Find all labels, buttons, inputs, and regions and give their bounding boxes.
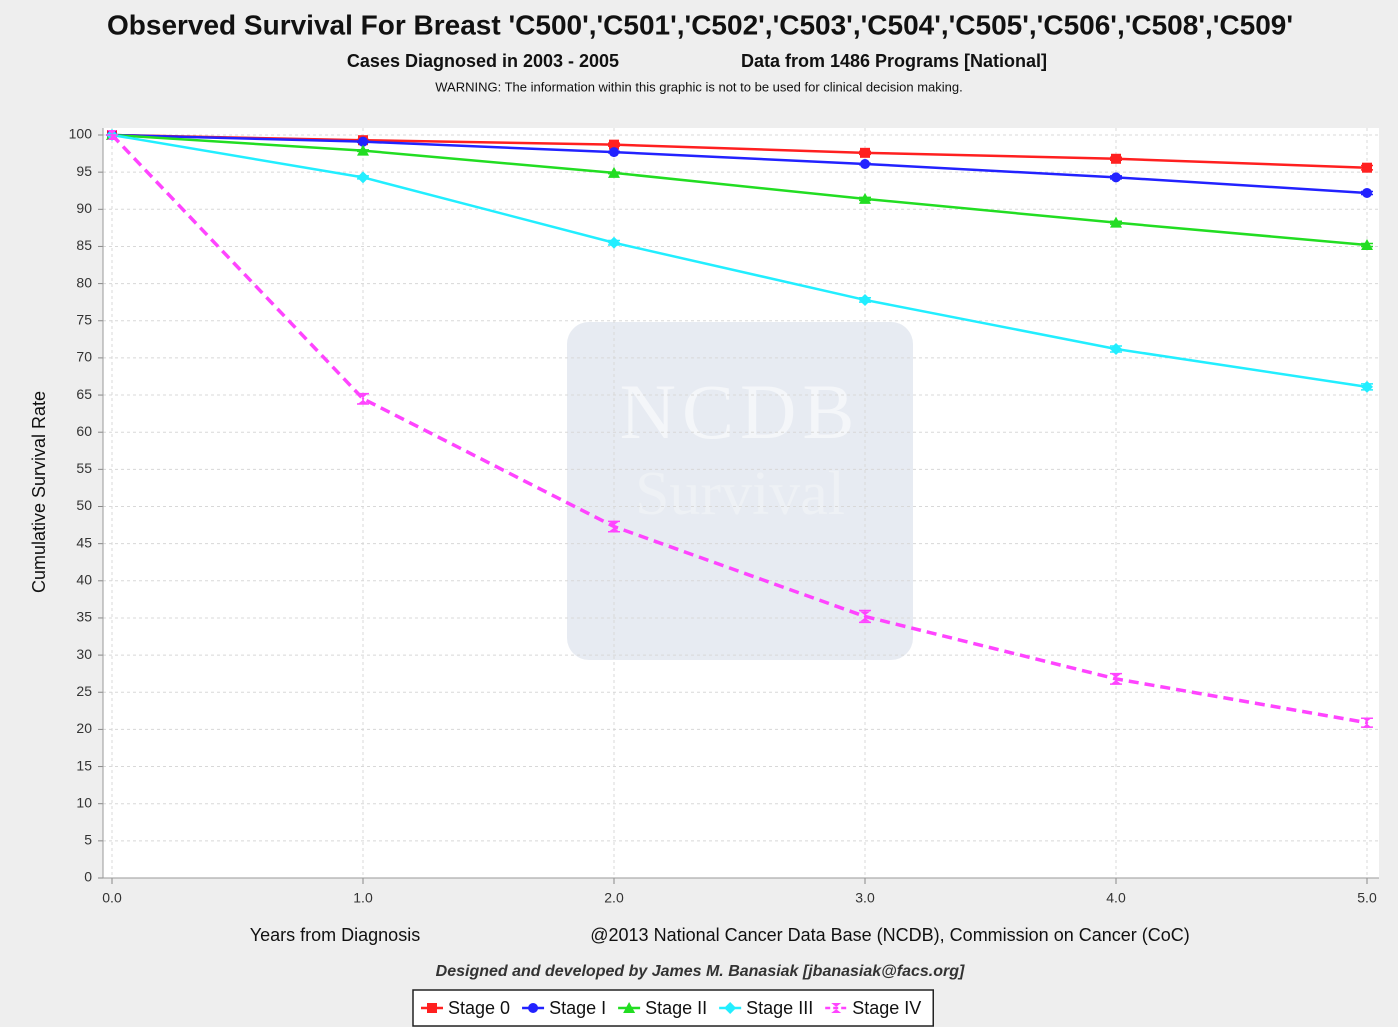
y-tick-label: 50 — [76, 497, 92, 513]
marker — [859, 293, 871, 306]
legend-label: Stage III — [746, 998, 813, 1018]
y-tick-label: 20 — [76, 720, 92, 736]
y-tick-label: 85 — [76, 237, 92, 253]
y-tick-label: 15 — [76, 757, 92, 773]
y-tick-label: 5 — [84, 832, 92, 848]
y-tick-label: 80 — [76, 274, 92, 290]
y-tick-label: 55 — [76, 460, 92, 476]
y-tick-label: 90 — [76, 200, 92, 216]
x-tick-label: 2.0 — [604, 890, 624, 906]
marker — [831, 1003, 842, 1013]
x-axis-label: Years from Diagnosis — [250, 925, 420, 945]
legend-box — [412, 989, 934, 1027]
marker — [609, 139, 619, 150]
marker — [860, 158, 870, 169]
copyright: @2013 National Cancer Data Base (NCDB), … — [590, 925, 1190, 945]
marker — [1362, 162, 1372, 173]
watermark-text: Survival — [635, 460, 845, 528]
y-tick-label: 40 — [76, 572, 92, 588]
x-tick-label: 4.0 — [1106, 890, 1126, 906]
marker — [860, 611, 870, 622]
y-axis-label: Cumulative Survival Rate — [29, 391, 49, 593]
legend-label: Stage IV — [852, 998, 921, 1018]
y-tick-label: 30 — [76, 646, 92, 662]
subtitle: Cases Diagnosed in 2003 - 2005 — [347, 51, 619, 71]
marker — [1111, 172, 1121, 183]
series-line — [111, 133, 1368, 389]
marker — [609, 147, 619, 158]
marker — [724, 1002, 737, 1014]
watermark-text: NCDB — [620, 368, 861, 455]
y-tick-label: 35 — [76, 609, 92, 625]
marker — [358, 393, 368, 404]
legend-label: Stage 0 — [448, 998, 510, 1018]
marker — [860, 147, 870, 158]
marker — [427, 1003, 437, 1013]
marker — [1110, 342, 1122, 355]
marker — [1111, 673, 1121, 684]
y-tick-label: 95 — [76, 163, 92, 179]
y-tick-label: 0 — [84, 869, 92, 885]
subtitle: Data from 1486 Programs [National] — [741, 51, 1047, 71]
x-tick-label: 5.0 — [1357, 890, 1377, 906]
marker — [608, 236, 620, 249]
marker — [1362, 187, 1372, 198]
marker — [1361, 380, 1373, 393]
marker — [1110, 216, 1122, 228]
marker — [357, 171, 369, 184]
legend-label: Stage I — [549, 998, 606, 1018]
marker — [358, 136, 368, 147]
legend: Stage 0 Stage I Stage II Stage III Stage IV — [412, 989, 934, 1027]
marker — [609, 521, 619, 532]
x-tick-label: 1.0 — [353, 890, 373, 906]
credit: Designed and developed by James M. Banas… — [436, 963, 965, 980]
y-tick-label: 75 — [76, 311, 92, 327]
series-line — [111, 133, 1368, 247]
y-tick-label: 70 — [76, 349, 92, 365]
series-line — [111, 133, 1368, 195]
marker — [623, 1002, 636, 1013]
warning: WARNING: The information within this gra… — [435, 79, 962, 94]
marker — [1361, 238, 1373, 250]
legend-label: Stage II — [645, 998, 707, 1018]
chart-title: Observed Survival For Breast 'C500','C50… — [107, 9, 1293, 40]
y-tick-label: 100 — [69, 126, 93, 142]
y-tick-label: 60 — [76, 423, 92, 439]
marker — [528, 1003, 539, 1013]
y-tick-label: 10 — [76, 794, 92, 810]
marker — [859, 192, 871, 204]
y-tick-label: 65 — [76, 386, 92, 402]
y-tick-label: 25 — [76, 683, 92, 699]
y-tick-label: 45 — [76, 534, 92, 550]
watermark-box — [567, 322, 913, 660]
x-tick-label: 0.0 — [102, 890, 122, 906]
marker — [1111, 153, 1121, 164]
x-tick-label: 3.0 — [855, 890, 875, 906]
marker — [608, 166, 620, 178]
marker — [1362, 717, 1372, 728]
marker — [107, 130, 117, 140]
marker — [357, 144, 369, 156]
